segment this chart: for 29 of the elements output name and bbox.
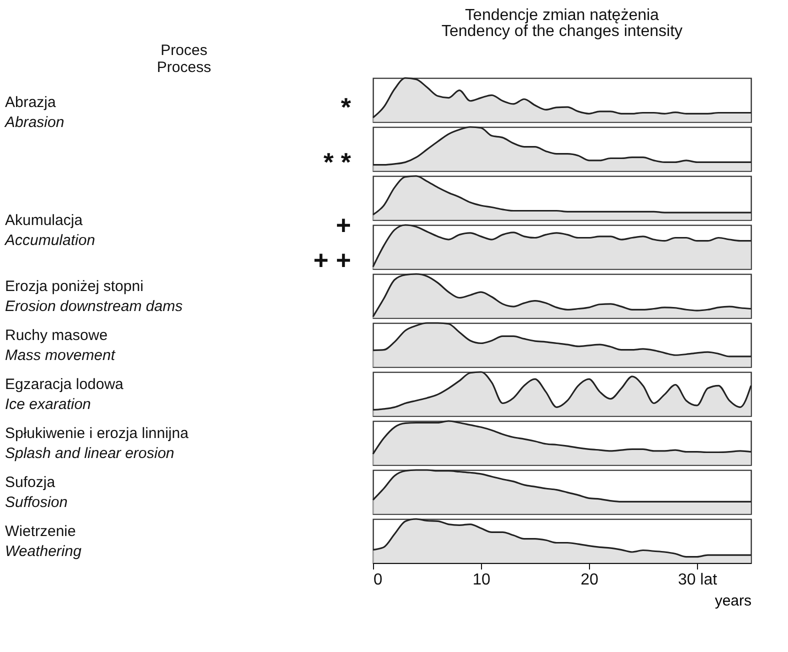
text: Suffosion	[5, 494, 68, 511]
y-axis-title: Abrazja	[5, 94, 57, 111]
x-tick-label: 20	[580, 572, 598, 588]
y-axis-title: Akumulacja	[5, 212, 84, 229]
text: Ice exaration	[5, 396, 91, 413]
y-axis-title: Wietrzenie	[5, 523, 76, 540]
text: Abrasion	[4, 114, 64, 131]
text: Process	[156, 59, 212, 76]
text: Splash and linear erosion	[5, 445, 174, 462]
x-tick-label: 30 lat	[678, 572, 718, 588]
y-axis-title: Ruchy masowe	[5, 327, 108, 344]
y-axis-title: Erozja poniżej stopni	[5, 278, 144, 295]
text: Accumulation	[4, 232, 96, 249]
y-axis-title: Sufozja	[5, 474, 56, 491]
text: * *	[324, 147, 352, 177]
text: Erosion downstream dams	[5, 298, 184, 315]
text: Mass movement	[5, 347, 116, 364]
text: Weathering	[5, 543, 82, 560]
x-tick-label: 0	[374, 572, 382, 588]
y-axis-title: Spłukiwenie i erozja linnijna	[5, 425, 190, 442]
text: Proces	[160, 42, 208, 59]
text: +	[336, 210, 351, 240]
chart-subtitle: Tendency of the changes intensity	[441, 23, 683, 40]
chart-title: Tendencje zmian natężenia	[465, 7, 660, 24]
text: *	[340, 92, 352, 122]
text: + +	[313, 245, 351, 275]
y-axis-title: Egzaracja lodowa	[5, 376, 124, 393]
x-axis-title: years	[714, 592, 752, 610]
x-tick-label: 10	[472, 572, 490, 588]
